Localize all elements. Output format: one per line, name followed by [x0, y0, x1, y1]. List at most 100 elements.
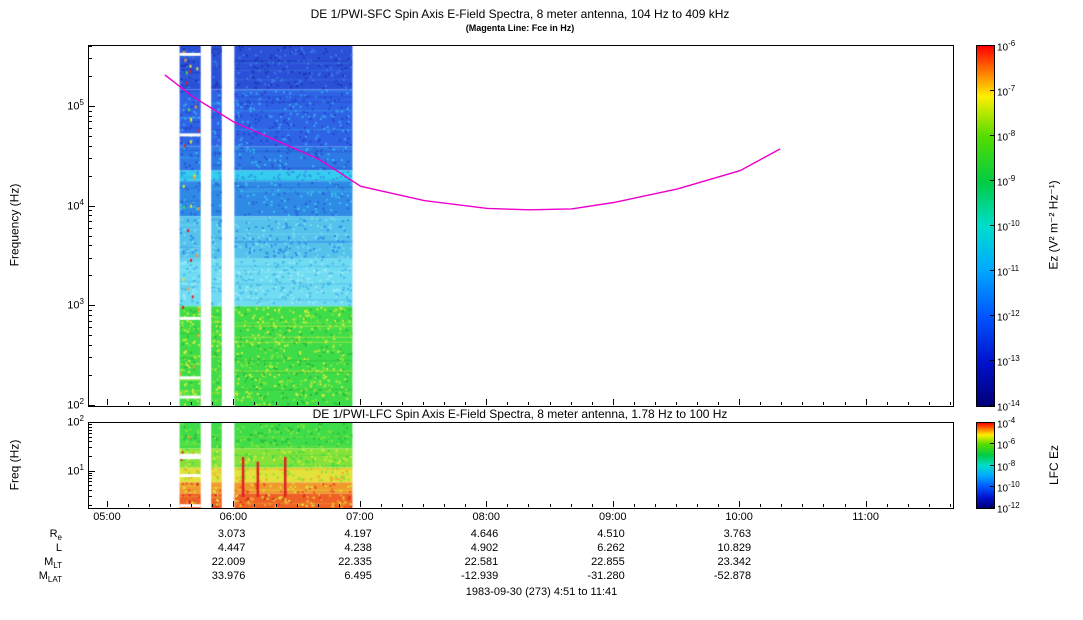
tick-mark	[444, 504, 445, 507]
tick-mark	[760, 504, 761, 507]
tick-mark	[990, 405, 994, 406]
tick-mark	[486, 501, 487, 507]
tick-mark	[592, 504, 593, 507]
tick-mark	[89, 310, 92, 311]
tick-mark	[887, 504, 888, 507]
tick-mark	[89, 422, 95, 423]
ephemeris-value: 4.238	[302, 542, 372, 554]
ephemeris-row-label: MLT	[0, 556, 62, 570]
ephemeris-value: 4.646	[428, 528, 498, 540]
tick-mark	[423, 504, 424, 507]
tick-mark	[89, 275, 92, 276]
sfc-colorbar-label: Ez (V² m⁻² Hz⁻¹)	[1047, 180, 1061, 269]
tick-mark	[89, 158, 92, 159]
lfc-plot-area	[88, 422, 954, 509]
tick-mark	[89, 478, 92, 479]
colorbar-tick-label: 10-14	[997, 399, 1020, 413]
tick-mark	[128, 402, 129, 405]
tick-mark	[170, 402, 171, 405]
x-tick-label: 06:00	[220, 511, 248, 523]
tick-mark	[233, 501, 234, 507]
tick-mark	[339, 504, 340, 507]
tick-mark	[823, 402, 824, 405]
tick-mark	[89, 321, 92, 322]
tick-mark	[676, 402, 677, 405]
lfc-colorbar-label-wrap: LFC Ez	[1032, 422, 1076, 507]
colorbar-tick-label: 10-12	[997, 501, 1020, 515]
tick-mark	[990, 443, 994, 444]
y-tick-label: 105	[44, 98, 84, 113]
colorbar-tick-label: 10-12	[997, 309, 1020, 323]
tick-mark	[89, 221, 92, 222]
sfc-colorbar-label-wrap: Ez (V² m⁻² Hz⁻¹)	[1032, 45, 1076, 405]
tick-mark	[89, 176, 92, 177]
ephemeris-value: 22.581	[428, 556, 498, 568]
tick-mark	[718, 504, 719, 507]
colorbar-tick-label: 10-8	[997, 459, 1015, 473]
tick-mark	[89, 471, 95, 472]
tick-mark	[402, 402, 403, 405]
tick-mark	[89, 210, 92, 211]
lfc-colorbar-label: LFC Ez	[1047, 444, 1061, 484]
colorbar-tick-label: 10-8	[997, 129, 1015, 143]
tick-mark	[781, 402, 782, 405]
tick-mark	[697, 402, 698, 405]
sfc-title: DE 1/PWI-SFC Spin Axis E-Field Spectra, …	[88, 7, 952, 21]
ephemeris-value: 6.495	[302, 570, 372, 582]
ephemeris-value: -12.939	[428, 570, 498, 582]
tick-mark	[990, 422, 994, 423]
tick-mark	[89, 315, 92, 316]
sfc-subtitle: (Magenta Line: Fce in Hz)	[88, 23, 952, 33]
tick-mark	[89, 481, 92, 482]
tick-mark	[571, 402, 572, 405]
y-tick-label: 104	[44, 198, 84, 213]
tick-mark	[89, 441, 92, 442]
tick-mark	[465, 402, 466, 405]
tick-mark	[402, 504, 403, 507]
lfc-spectrogram-canvas	[89, 423, 953, 508]
ephemeris-value: 4.510	[555, 528, 625, 540]
colorbar-tick-label: 10-4	[997, 416, 1015, 430]
tick-mark	[613, 399, 614, 405]
tick-mark	[802, 504, 803, 507]
tick-mark	[89, 106, 95, 107]
ephemeris-value: 22.335	[302, 556, 372, 568]
tick-mark	[89, 505, 92, 506]
tick-mark	[89, 456, 92, 457]
sfc-ylabel: Frequency (Hz)	[7, 184, 21, 267]
tick-mark	[254, 402, 255, 405]
tick-mark	[887, 402, 888, 405]
tick-mark	[990, 135, 994, 136]
x-tick-label: 08:00	[473, 511, 501, 523]
tick-mark	[89, 375, 92, 376]
fce-line-path	[165, 75, 780, 210]
ephemeris-row-label: Re	[0, 528, 62, 542]
tick-mark	[908, 402, 909, 405]
tick-mark	[929, 402, 930, 405]
tick-mark	[89, 76, 92, 77]
tick-mark	[89, 46, 92, 47]
tick-mark	[360, 399, 361, 405]
x-tick-label: 09:00	[599, 511, 627, 523]
lfc-colorbar	[976, 422, 995, 509]
tick-mark	[823, 504, 824, 507]
tick-mark	[990, 486, 994, 487]
tick-mark	[381, 402, 382, 405]
tick-mark	[89, 327, 92, 328]
ephemeris-value: 10.829	[681, 542, 751, 554]
ephemeris-value: 3.763	[681, 528, 751, 540]
colorbar-tick-label: 10-10	[997, 480, 1020, 494]
ephemeris-value: 6.262	[555, 542, 625, 554]
colorbar-tick-label: 10-7	[997, 84, 1015, 98]
tick-mark	[908, 504, 909, 507]
tick-mark	[89, 111, 92, 112]
tick-mark	[89, 485, 92, 486]
ephemeris-value: 22.855	[555, 556, 625, 568]
tick-mark	[507, 402, 508, 405]
tick-mark	[655, 402, 656, 405]
ephemeris-value: -31.280	[555, 570, 625, 582]
tick-mark	[718, 402, 719, 405]
ephemeris-value: 4.447	[175, 542, 245, 554]
sfc-ylabel-wrap: Frequency (Hz)	[2, 45, 26, 405]
tick-mark	[528, 402, 529, 405]
